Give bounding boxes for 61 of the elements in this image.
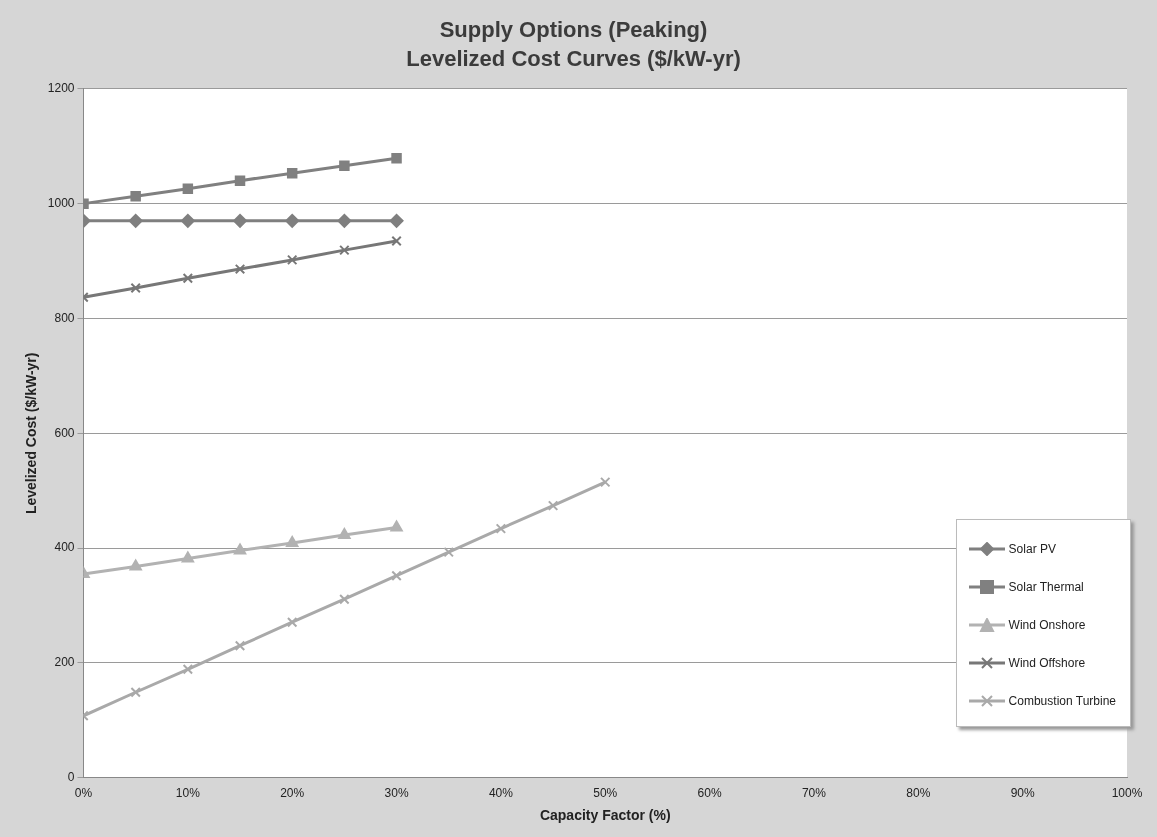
point [286,254,298,266]
point [234,263,246,275]
point [547,500,559,511]
y-tick-label: 0 [67,770,75,785]
chart-subtitle: Levelized Cost Curves ($/kW-yr) [406,45,741,71]
y-tick-label: 1000 [47,195,75,210]
point [339,160,350,171]
y-axis-title: Levelized Cost ($/kW-yr) [23,352,40,515]
x-tick-label: 0% [74,786,93,801]
point [339,244,350,256]
point [234,640,246,651]
y-tick-label: 800 [54,310,75,325]
point [128,213,143,228]
point [391,153,402,164]
x-tick-label: 30% [384,786,409,801]
point [180,213,195,228]
point [129,559,142,571]
x-tick-label: 100% [1111,786,1143,801]
point [286,616,298,628]
x-tick-label: 50% [593,786,618,801]
point [339,593,350,605]
point [389,213,404,228]
point [130,687,141,698]
point [390,520,403,532]
legend-label: Combustion Turbine [1008,694,1116,708]
legend-label: Solar PV [1008,542,1056,556]
point [182,273,194,284]
point [285,213,300,228]
point [233,543,247,555]
point [600,476,611,488]
y-tick-label: 1200 [47,81,75,96]
y-tick-label: 400 [54,540,75,555]
legend-label: Wind Offshore [1008,656,1086,670]
point [182,183,194,194]
y-tick-label: 600 [54,425,75,440]
point [130,282,141,294]
x-tick-label: 60% [697,786,722,801]
point [286,167,298,179]
x-axis-title: Capacity Factor (%) [539,807,671,824]
point [286,535,299,547]
point [495,523,507,534]
point [234,175,246,186]
y-tick-label: 200 [54,655,75,670]
point [182,664,194,675]
legend-label: Wind Onshore [1008,618,1086,632]
chart-title: Supply Options (Peaking) [439,17,708,43]
point [130,190,141,202]
x-tick-label: 10% [175,786,201,801]
point [233,213,248,228]
point [443,546,454,558]
x-tick-label: 70% [801,786,827,801]
x-tick-label: 90% [1010,786,1035,801]
point [338,527,351,539]
x-tick-label: 20% [280,786,305,801]
x-tick-label: 80% [906,786,931,801]
point [337,213,352,228]
point [391,570,402,581]
x-tick-label: 40% [488,786,514,801]
point [181,551,195,563]
legend-label: Solar Thermal [1008,580,1084,594]
point [391,235,402,247]
